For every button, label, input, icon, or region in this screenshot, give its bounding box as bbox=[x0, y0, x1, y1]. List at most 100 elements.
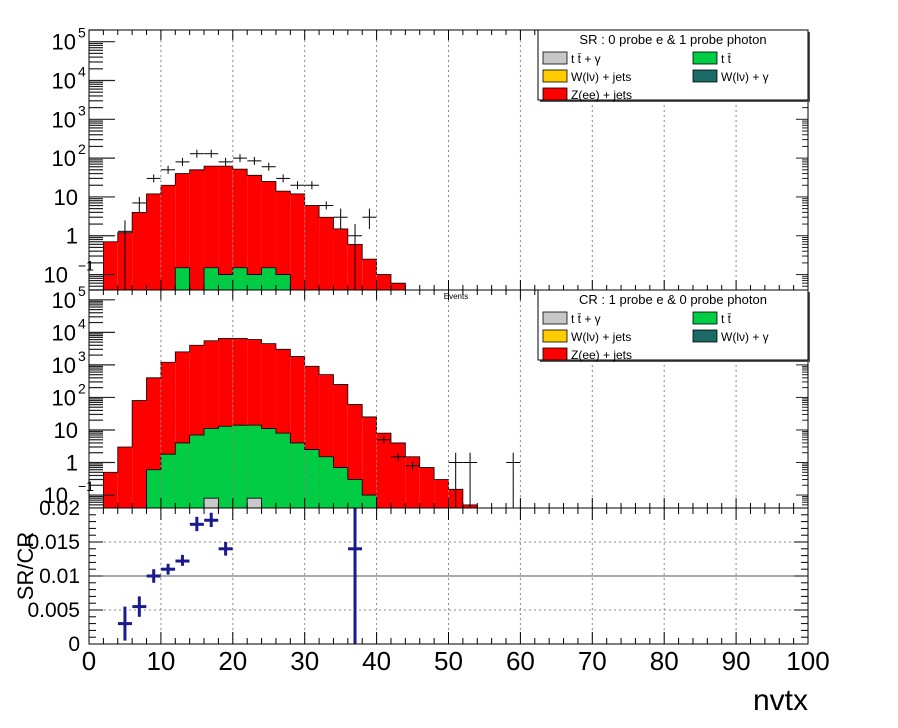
legend-box bbox=[537, 289, 809, 361]
ratio-point bbox=[117, 606, 132, 641]
bin-ttgamma bbox=[247, 498, 262, 508]
bin-tt bbox=[218, 274, 233, 290]
data-point bbox=[463, 452, 478, 508]
y-tick-label-exp: −1 bbox=[78, 478, 94, 494]
bin-tt bbox=[319, 456, 334, 508]
data-point bbox=[175, 157, 190, 166]
legend-label-ttgamma: t t̄ + γ bbox=[571, 312, 601, 326]
legend-label-tt: t t̄ bbox=[721, 312, 732, 326]
data-point bbox=[333, 208, 348, 229]
bin-zjets bbox=[333, 228, 348, 290]
y-tick-label-base: 10 bbox=[44, 483, 68, 508]
y-tick-label-text: 10 bbox=[54, 418, 78, 443]
legend-label-wgamma: W(lν) + γ bbox=[721, 330, 769, 344]
data-point bbox=[189, 149, 204, 158]
y-tick-label-exp: 5 bbox=[78, 283, 86, 299]
legend-label-wjets: W(lν) + jets bbox=[571, 330, 631, 344]
bin-tt bbox=[247, 274, 262, 290]
bin-tt bbox=[232, 267, 248, 290]
y-tick-label-exp: 4 bbox=[78, 315, 86, 331]
y-tick-label-exp: 4 bbox=[78, 63, 86, 79]
bin-ttgamma bbox=[204, 498, 219, 508]
ratio-point bbox=[218, 542, 233, 556]
y-tick-label-exp: 5 bbox=[78, 25, 86, 41]
data-point bbox=[117, 220, 132, 290]
data-point bbox=[362, 208, 377, 229]
y-tick-label-exp: −1 bbox=[78, 258, 94, 274]
data-point bbox=[405, 461, 420, 470]
y-tick-label: 1 bbox=[66, 224, 78, 249]
bin-zjets bbox=[132, 400, 147, 508]
data-point bbox=[290, 181, 305, 190]
frame bbox=[88, 507, 809, 645]
bin-tt bbox=[275, 433, 291, 508]
x-tick-label: 80 bbox=[650, 646, 679, 676]
legend-swatch-wgamma bbox=[692, 69, 718, 83]
bin-zjets bbox=[405, 456, 420, 508]
legend-label-zjets: Z(ee) + jets bbox=[571, 348, 632, 362]
data-point bbox=[161, 165, 176, 174]
bin-zjets bbox=[103, 472, 118, 508]
legend-label-tt: t t̄ bbox=[721, 52, 732, 66]
y-tick-label-exp: 3 bbox=[78, 102, 86, 118]
data-point bbox=[376, 435, 391, 444]
y-tick-label-base: 10 bbox=[52, 146, 76, 171]
y-axis-label: SR/CR bbox=[13, 532, 38, 600]
y-tick-label-base: 10 bbox=[52, 385, 76, 410]
y-tick-label: 10 −1 bbox=[44, 478, 95, 508]
bin-zjets bbox=[376, 274, 391, 290]
y-tick-label: 0.02 bbox=[39, 497, 80, 520]
bin-zjets bbox=[232, 169, 248, 290]
bin-zjets bbox=[247, 175, 262, 290]
y-tick-label: 10 2 bbox=[52, 380, 86, 410]
y-tick-label: 10 4 bbox=[52, 315, 86, 345]
y-tick-label-exp: 2 bbox=[78, 141, 86, 157]
bin-tt bbox=[232, 425, 248, 508]
y-tick-label: 10 5 bbox=[52, 283, 86, 313]
y-tick-label: 10 3 bbox=[52, 102, 86, 132]
y-tick-label-base: 10 bbox=[44, 263, 68, 288]
legend-title: CR : 1 probe e & 0 probe photon bbox=[579, 292, 767, 307]
x-tick-label: 20 bbox=[218, 646, 247, 676]
stack-outline-zjets bbox=[102, 165, 406, 290]
legend-label-wgamma: W(lν) + γ bbox=[721, 70, 769, 84]
data-point bbox=[304, 181, 319, 190]
bin-zjets bbox=[362, 416, 377, 508]
bin-tt bbox=[333, 467, 348, 508]
y-tick-label: 10 bbox=[54, 418, 78, 443]
legend-swatch-wgamma bbox=[692, 329, 718, 343]
y-tick-label: 0.005 bbox=[27, 599, 80, 622]
bin-zjets bbox=[132, 212, 147, 290]
x-tick-label: 0 bbox=[82, 646, 96, 676]
bin-tt bbox=[160, 454, 176, 508]
y-tick-label: 0.01 bbox=[39, 565, 80, 588]
bin-zjets bbox=[390, 442, 406, 508]
y-tick-label: 0.015 bbox=[27, 531, 80, 554]
bin-zjets bbox=[261, 181, 276, 290]
y-tick-label: 10 bbox=[54, 185, 78, 210]
data-point bbox=[276, 174, 291, 183]
data-point bbox=[261, 162, 276, 171]
legend-swatch-ttgamma bbox=[542, 311, 568, 325]
y-tick-label-base: 10 bbox=[52, 353, 76, 378]
y-tick-label-exp: 3 bbox=[78, 348, 86, 364]
y-tick-label-text: 1 bbox=[66, 451, 78, 476]
legend-label-zjets: Z(ee) + jets bbox=[571, 88, 632, 102]
x-tick-label: 10 bbox=[146, 646, 175, 676]
bin-tt bbox=[275, 274, 291, 290]
ratio-point bbox=[204, 512, 219, 528]
y-tick-label: 10 2 bbox=[52, 141, 86, 171]
y-tick-label: 0 bbox=[68, 633, 80, 656]
data-point bbox=[448, 452, 463, 508]
legend-swatch-ttgamma bbox=[542, 51, 568, 65]
data-point bbox=[146, 174, 161, 183]
y-tick-label: 10 5 bbox=[52, 25, 86, 55]
bin-zjets bbox=[390, 283, 406, 290]
y-tick-label-base: 10 bbox=[52, 288, 76, 313]
bin-tt bbox=[290, 442, 305, 508]
x-tick-label: 70 bbox=[578, 646, 607, 676]
bin-zjets bbox=[146, 193, 161, 290]
